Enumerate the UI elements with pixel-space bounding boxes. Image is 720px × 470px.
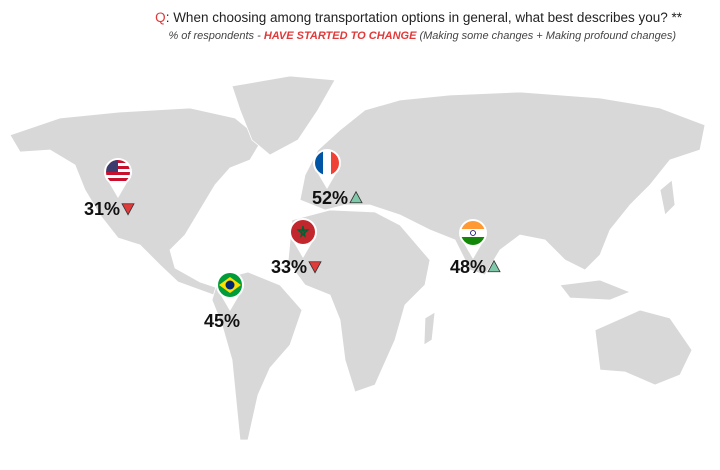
title: Q: When choosing among transportation op… xyxy=(155,10,682,25)
value-label: 48% xyxy=(450,257,486,277)
subtitle-emphasis: HAVE STARTED TO CHANGE xyxy=(263,30,417,42)
trend-up xyxy=(349,190,363,204)
trend-down xyxy=(308,261,322,274)
subtitle-note: (Making some changes + Making profound c… xyxy=(416,30,676,42)
trend-up xyxy=(487,259,501,273)
value-label: 31% xyxy=(84,199,120,219)
trend-down xyxy=(121,203,135,216)
marker-in xyxy=(459,219,487,259)
title-prefix: Q xyxy=(155,10,166,25)
land xyxy=(9,75,706,441)
flag-ma xyxy=(291,220,315,244)
flag-fr xyxy=(315,151,339,175)
marker-ma xyxy=(289,218,317,258)
marker-fr xyxy=(313,149,341,189)
flag-in xyxy=(461,221,485,245)
marker-br xyxy=(216,271,244,311)
flag-us xyxy=(106,160,130,184)
value-label: 33% xyxy=(271,257,307,277)
flag-br xyxy=(218,273,242,297)
value-label: 52% xyxy=(312,188,348,208)
subtitle: % of respondents - HAVE STARTED TO CHANG… xyxy=(168,30,676,42)
subtitle-lead: % of respondents - xyxy=(168,30,264,42)
title-text: : When choosing among transportation opt… xyxy=(165,10,682,25)
value-label: 45% xyxy=(204,311,240,331)
marker-us xyxy=(104,158,132,198)
